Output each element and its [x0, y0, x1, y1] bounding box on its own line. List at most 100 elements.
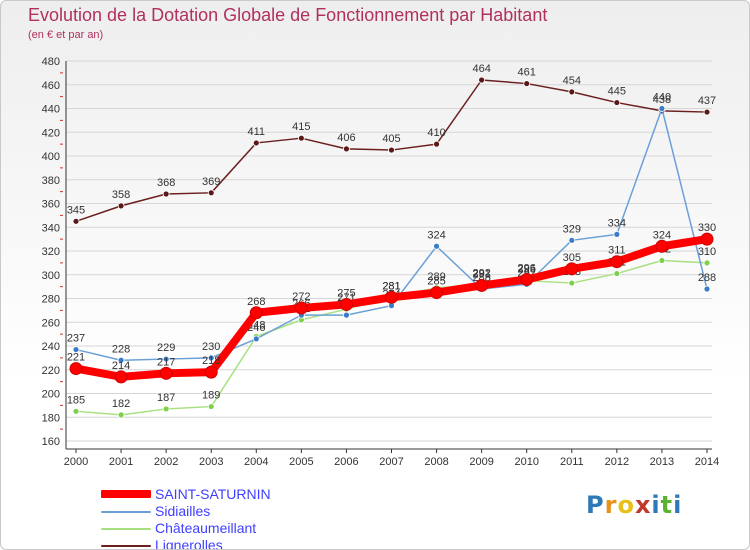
data-point-saint-saturnin-2006	[339, 297, 353, 311]
x-tick-label-2007: 2007	[379, 456, 403, 468]
data-label-sidiailles-2013: 440	[653, 92, 671, 104]
x-tick-label-2013: 2013	[650, 456, 674, 468]
y-tick-label-420: 420	[42, 127, 60, 139]
proxiti-logo: Proxiti	[586, 491, 682, 519]
data-point-chateaumeillant-2013	[658, 257, 666, 264]
data-point-lignerolles-2010	[523, 80, 531, 87]
data-point-lignerolles-2003	[207, 189, 215, 197]
data-point-chateaumeillant-2011	[568, 279, 576, 287]
data-point-saint-saturnin-2000	[69, 362, 83, 376]
x-tick-label-2008: 2008	[424, 456, 448, 468]
legend-label-lignerolles: Lignerolles	[155, 537, 223, 550]
y-tick-label-200: 200	[42, 389, 60, 401]
y-tick-label-280: 280	[42, 294, 60, 306]
data-label-sidiailles-2011: 329	[563, 223, 581, 235]
data-label-chateaumeillant-2014: 310	[698, 246, 716, 258]
data-point-saint-saturnin-2001	[114, 370, 128, 384]
data-label-saint-saturnin-2007: 281	[382, 280, 400, 292]
data-label-sidiailles-2001: 228	[112, 343, 130, 355]
data-label-saint-saturnin-2008: 285	[427, 276, 445, 288]
y-tick-label-400: 400	[42, 151, 60, 163]
data-point-sidiailles-2011	[568, 236, 576, 244]
data-point-saint-saturnin-2009	[475, 278, 489, 292]
data-point-saint-saturnin-2008	[430, 286, 444, 300]
data-point-lignerolles-2014	[703, 108, 711, 116]
logo-letter: P	[586, 491, 605, 519]
data-point-chateaumeillant-2000	[72, 407, 80, 415]
y-tick-label-360: 360	[42, 199, 60, 211]
data-label-lignerolles-2007: 405	[382, 133, 400, 145]
legend-swatch-sidiailles	[101, 511, 151, 513]
data-point-sidiailles-2014	[703, 285, 711, 293]
data-label-lignerolles-2009: 464	[472, 63, 490, 75]
x-tick-label-2001: 2001	[109, 456, 133, 468]
data-label-lignerolles-2000: 345	[67, 204, 85, 216]
logo-letter: i	[673, 491, 683, 519]
data-label-saint-saturnin-2002: 217	[157, 356, 175, 368]
data-label-chateaumeillant-2002: 187	[157, 392, 175, 404]
data-label-lignerolles-2005: 415	[292, 121, 310, 133]
data-label-saint-saturnin-2010: 296	[518, 263, 536, 275]
x-tick-label-2002: 2002	[154, 456, 178, 468]
x-tick-label-2000: 2000	[64, 456, 88, 468]
data-point-sidiailles-2013	[658, 105, 666, 112]
data-label-chateaumeillant-2010: 295	[518, 264, 536, 276]
y-tick-label-160: 160	[42, 436, 60, 448]
data-point-sidiailles-2002	[162, 355, 170, 363]
data-label-lignerolles-2001: 358	[112, 189, 130, 201]
data-point-lignerolles-2012	[613, 99, 621, 106]
data-point-sidiailles-2006	[343, 311, 350, 319]
y-tick-label-180: 180	[42, 412, 60, 424]
y-tick-label-440: 440	[42, 104, 60, 116]
logo-letter: o	[617, 491, 635, 519]
logo-letter: t	[660, 491, 674, 519]
data-point-saint-saturnin-2003	[204, 365, 218, 379]
data-label-lignerolles-2003: 369	[202, 176, 220, 188]
data-point-lignerolles-2001	[117, 202, 125, 210]
data-label-saint-saturnin-2014: 330	[698, 222, 716, 234]
data-label-saint-saturnin-2013: 324	[653, 229, 671, 241]
data-label-sidiailles-2014: 288	[698, 272, 716, 284]
data-label-saint-saturnin-2006: 275	[337, 287, 355, 299]
data-point-saint-saturnin-2011	[565, 262, 579, 276]
x-tick-label-2005: 2005	[289, 456, 313, 468]
data-label-saint-saturnin-2012: 311	[608, 245, 626, 257]
data-label-lignerolles-2011: 454	[563, 75, 581, 87]
x-tick-label-2014: 2014	[695, 456, 719, 468]
data-point-saint-saturnin-2013	[655, 239, 669, 253]
data-label-lignerolles-2013: 438	[653, 94, 671, 106]
data-label-sidiailles-2012: 334	[608, 217, 626, 229]
data-label-sidiailles-2008: 324	[427, 229, 445, 241]
data-point-lignerolles-2002	[162, 190, 170, 198]
data-label-chateaumeillant-2000: 185	[67, 394, 85, 406]
data-point-chateaumeillant-2002	[162, 405, 170, 413]
data-label-saint-saturnin-2000: 221	[67, 352, 85, 364]
data-label-saint-saturnin-2011: 305	[563, 252, 581, 264]
x-tick-label-2012: 2012	[605, 456, 629, 468]
x-tick-label-2006: 2006	[334, 456, 358, 468]
data-point-lignerolles-2011	[568, 88, 576, 96]
data-point-saint-saturnin-2002	[159, 366, 173, 380]
data-label-sidiailles-2003: 230	[202, 341, 220, 353]
data-label-lignerolles-2002: 368	[157, 177, 175, 189]
x-tick-label-2009: 2009	[469, 456, 493, 468]
data-label-saint-saturnin-2009: 291	[472, 268, 490, 280]
data-point-lignerolles-2000	[72, 217, 80, 225]
data-point-chateaumeillant-2014	[703, 259, 711, 267]
x-tick-label-2004: 2004	[244, 456, 268, 468]
data-label-chateaumeillant-2008: 289	[427, 271, 445, 283]
data-point-sidiailles-2012	[613, 230, 621, 238]
data-label-saint-saturnin-2001: 214	[112, 360, 130, 372]
data-label-lignerolles-2006: 406	[337, 132, 355, 144]
data-point-lignerolles-2008	[433, 140, 440, 148]
data-point-sidiailles-2000	[72, 346, 80, 353]
data-label-sidiailles-2002: 229	[157, 342, 175, 354]
x-tick-label-2010: 2010	[514, 456, 538, 468]
data-label-saint-saturnin-2004: 268	[247, 296, 265, 308]
x-tick-label-2011: 2011	[560, 456, 584, 468]
data-point-lignerolles-2006	[343, 145, 350, 153]
data-label-chateaumeillant-2007: 281	[382, 280, 400, 292]
data-label-lignerolles-2004: 411	[248, 126, 266, 138]
data-point-sidiailles-2008	[433, 242, 440, 250]
